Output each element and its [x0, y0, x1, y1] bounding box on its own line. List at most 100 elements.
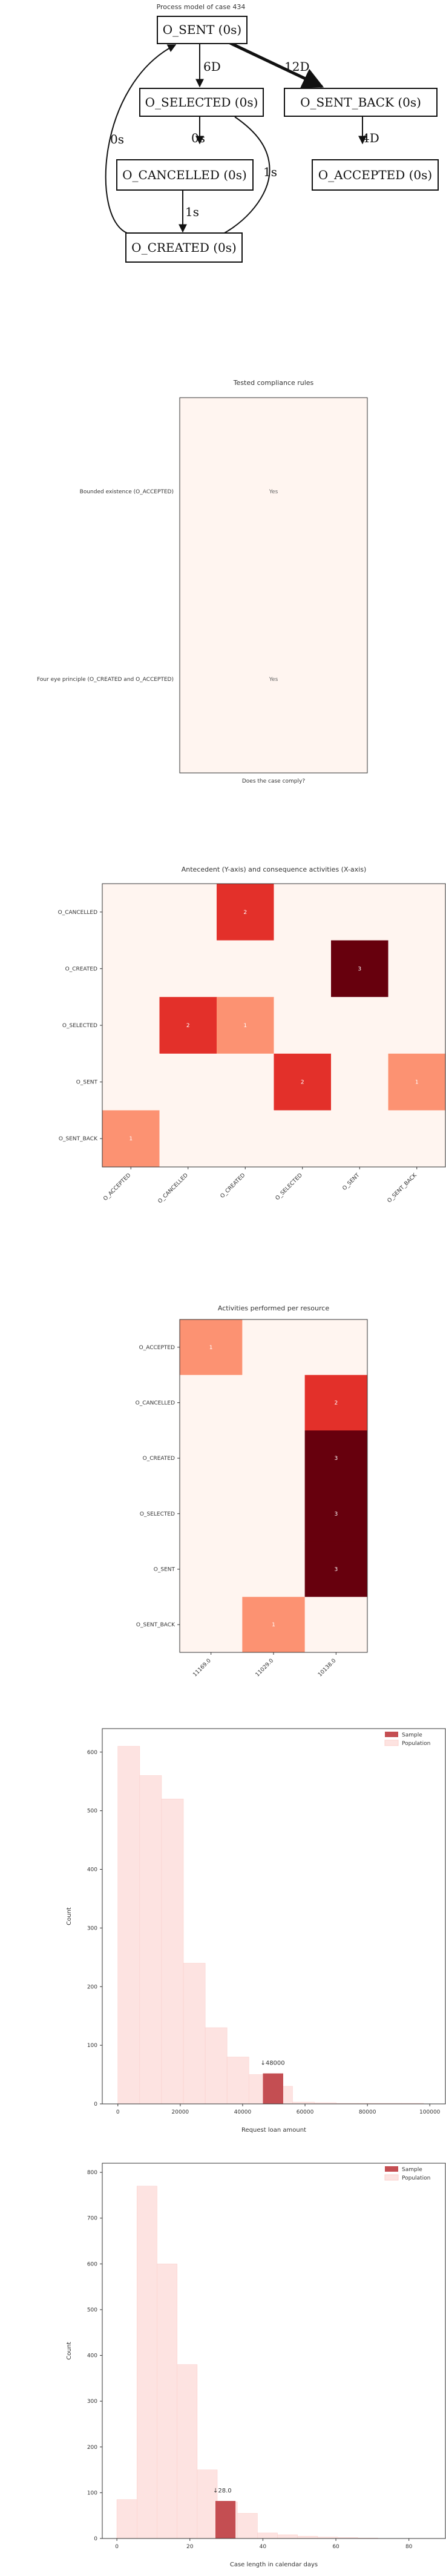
x-tick-label: 20 — [186, 2544, 194, 2550]
x-tick-label: 0 — [116, 2109, 120, 2115]
cell-value: 1 — [209, 1345, 213, 1351]
svg-text:O_SENT (0s): O_SENT (0s) — [163, 22, 242, 37]
sample-annotation: ↓48000 — [260, 2060, 284, 2067]
population-bar — [157, 2264, 177, 2539]
heatmap-cell — [331, 997, 389, 1054]
population-bar — [137, 2186, 157, 2539]
heatmap-cell — [274, 884, 332, 941]
heatmap-cell — [388, 884, 446, 941]
y-axis-label: Count — [66, 2342, 73, 2360]
heatmap-cell — [217, 884, 274, 941]
row-label: O_CREATED — [143, 1456, 175, 1462]
population-bar — [257, 2532, 278, 2539]
heatmap-cell — [304, 1541, 368, 1597]
column-label: O_SELECTED — [275, 1172, 304, 1201]
y-tick-label: 0 — [94, 2536, 97, 2542]
process-model-graph: Process model of case 434 6D 12D 0s 1s 4… — [105, 3, 439, 263]
edge-label-1s-b: 1s — [185, 205, 199, 219]
heatmap-cell — [102, 997, 160, 1054]
y-tick-label: 0 — [94, 2101, 97, 2108]
heatmap-cell — [180, 585, 367, 773]
compliance-chart: Tested compliance rules Yes Bounded existe… — [37, 379, 368, 784]
heatmap-cell — [388, 1110, 446, 1168]
cell-value: 1 — [272, 1622, 275, 1628]
sample-bar — [263, 2073, 283, 2104]
heatmap-cell — [159, 884, 217, 941]
column-label: 10138.0 — [317, 1658, 338, 1678]
heatmap-cell — [180, 1319, 243, 1376]
svg-text:O_CREATED (0s): O_CREATED (0s) — [131, 240, 237, 255]
y-axis-label: Count — [66, 1907, 73, 1925]
y-tick-label: 800 — [87, 2170, 97, 2176]
row-label: O_ACCEPTED — [139, 1345, 175, 1351]
heatmap-cell — [102, 1053, 160, 1111]
heatmap-cell — [217, 1110, 274, 1168]
heatmap-cell — [242, 1430, 306, 1487]
node-o-selected: O_SELECTED (0s) — [139, 88, 264, 117]
cell-label: Yes — [269, 677, 278, 683]
x-axis-label: Request loan amount — [241, 2127, 306, 2134]
legend-label-population: Population — [402, 2175, 430, 2181]
heatmap-cell — [304, 1486, 368, 1542]
population-bar — [226, 2057, 249, 2104]
svg-text:O_SELECTED (0s): O_SELECTED (0s) — [145, 95, 258, 110]
row-label: Four eye principle (O_CREATED and O_ACCE… — [37, 677, 174, 683]
loan-amount-histogram: ↓48000 0 100 200 300 400 500 600 0 20000 40000 6000… — [66, 1728, 446, 2134]
heatmap-cell — [242, 1597, 306, 1653]
population-bar — [183, 1963, 206, 2104]
heatmap-cell — [159, 940, 217, 997]
heatmap-cell — [274, 1110, 332, 1168]
row-label: O_CANCELLED — [58, 910, 97, 916]
cell-value: 3 — [334, 1567, 338, 1573]
legend-label-sample: Sample — [402, 2167, 422, 2173]
x-axis-label: Case length in calendar days — [230, 2561, 318, 2568]
x-tick-label: 80000 — [359, 2109, 376, 2115]
cell-value: 2 — [301, 1080, 304, 1086]
edge-label-0s-b: 0s — [110, 132, 124, 146]
cell-value: 2 — [243, 910, 247, 916]
heatmap-cell — [180, 1375, 243, 1431]
sample-bar — [215, 2501, 236, 2538]
legend-label-population: Population — [402, 1741, 430, 1747]
y-tick-label: 400 — [87, 2353, 97, 2359]
population-bar — [116, 2499, 137, 2539]
heatmap-cell — [331, 940, 389, 997]
edge-label-1s-a: 1s — [263, 165, 277, 179]
heatmap-cell — [304, 1597, 368, 1653]
activities-per-resource-chart: Activities performed per resource 1 2 3 3 3 1 O… — [136, 1304, 368, 1678]
population-bar — [297, 2535, 318, 2539]
heatmap-cell — [180, 1597, 243, 1653]
heatmap-cell — [304, 1430, 368, 1487]
plot-frame — [102, 1728, 446, 2104]
heatmap-cell — [217, 997, 274, 1054]
heatmap-cell — [331, 1053, 389, 1111]
column-label: 11029.0 — [255, 1658, 275, 1678]
heatmap-cell — [217, 1053, 274, 1111]
x-axis-label: Does the case comply? — [242, 778, 305, 784]
cell-value: 1 — [415, 1080, 419, 1086]
x-tick-label: 60000 — [297, 2109, 314, 2115]
antecedent-consequence-chart: Antecedent (Y-axis) and consequence acti… — [58, 866, 446, 1204]
node-o-created: O_CREATED (0s) — [125, 232, 243, 263]
column-label: O_CANCELLED — [157, 1172, 189, 1204]
chart-title: Tested compliance rules — [233, 379, 314, 387]
heatmap-cell — [388, 997, 446, 1054]
column-label: O_CREATED — [220, 1172, 247, 1200]
heatmap-cell — [159, 997, 217, 1054]
row-label: O_SENT_BACK — [136, 1622, 175, 1628]
y-tick-label: 700 — [87, 2216, 97, 2222]
y-tick-label: 400 — [87, 1867, 97, 1873]
case-length-histogram-panel: ↓28.0 0 100 200 300 400 500 600 700 800 0 20 40 60 80 C… — [0, 2149, 446, 2576]
x-tick-label: 40000 — [234, 2109, 252, 2115]
population-bar — [197, 2469, 218, 2539]
node-o-accepted: O_ACCEPTED (0s) — [312, 159, 439, 191]
case-length-histogram: ↓28.0 0 100 200 300 400 500 600 700 800 0 20 40 60 80 C… — [66, 2163, 446, 2568]
cell-value: 2 — [186, 1023, 190, 1029]
cell-value: 3 — [358, 966, 361, 972]
cell-value: 1 — [129, 1136, 133, 1142]
legend-swatch-population — [384, 1740, 399, 1746]
y-tick-label: 600 — [87, 1750, 97, 1756]
chart-title: Antecedent (Y-axis) and consequence acti… — [182, 866, 367, 873]
heatmap-cell — [159, 1053, 217, 1111]
population-bar — [117, 1746, 140, 2104]
